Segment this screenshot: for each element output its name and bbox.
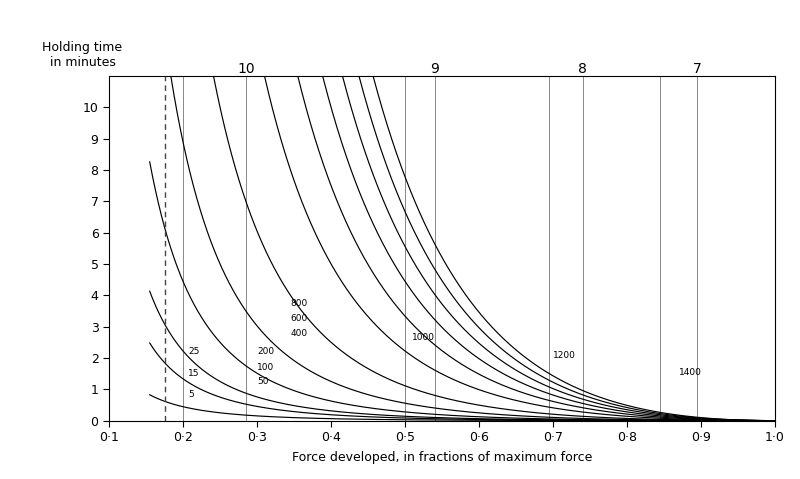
Text: 400: 400 [290, 329, 307, 338]
Text: 9: 9 [430, 62, 439, 76]
Text: 200: 200 [257, 347, 274, 356]
Text: 50: 50 [257, 377, 269, 386]
Text: 800: 800 [290, 299, 307, 308]
Text: 1200: 1200 [553, 351, 576, 360]
Text: 600: 600 [290, 315, 307, 323]
Text: 7: 7 [693, 62, 702, 76]
Text: 8: 8 [578, 62, 587, 76]
Text: 15: 15 [188, 369, 200, 378]
Text: 5: 5 [188, 390, 194, 399]
Text: 1400: 1400 [679, 368, 702, 377]
Text: Holding time
in minutes: Holding time in minutes [42, 41, 122, 69]
X-axis label: Force developed, in fractions of maximum force: Force developed, in fractions of maximum… [292, 451, 592, 464]
Text: 10: 10 [237, 62, 254, 76]
Text: 25: 25 [188, 347, 199, 356]
Text: 100: 100 [257, 363, 274, 372]
Text: 1000: 1000 [413, 333, 435, 342]
